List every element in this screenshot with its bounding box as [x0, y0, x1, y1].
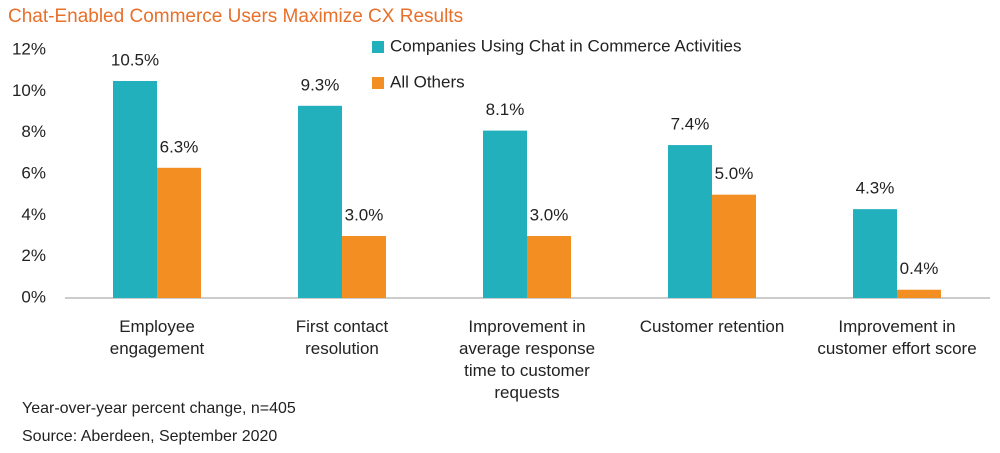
y-tick-label: 0% [21, 287, 46, 306]
x-tick-label: Improvement in customer effort score [817, 317, 977, 358]
chart-title: Chat-Enabled Commerce Users Maximize CX … [8, 6, 464, 27]
legend-swatch [372, 77, 384, 89]
data-label: 7.4% [671, 115, 710, 134]
bar [483, 130, 527, 298]
x-tick-label: First contact resolution [295, 317, 389, 358]
note: Source: Aberdeen, September 2020 [22, 428, 278, 445]
data-label: 4.3% [856, 179, 895, 198]
note: Year-over-year percent change, n=405 [22, 400, 296, 417]
bar [897, 289, 941, 298]
data-label: 3.0% [345, 205, 384, 224]
bar [342, 236, 386, 298]
y-tick-label: 10% [12, 81, 46, 100]
bar [853, 209, 897, 298]
data-label: 6.3% [160, 137, 199, 156]
legend-label: All Others [390, 72, 465, 91]
bar [157, 167, 201, 298]
bar [668, 145, 712, 298]
y-tick-label: 6% [21, 163, 46, 182]
y-tick-label: 4% [21, 205, 46, 224]
data-label: 9.3% [301, 75, 340, 94]
x-tick-label: Improvement in average response time to … [458, 317, 596, 402]
data-label: 10.5% [111, 50, 159, 69]
bar [113, 81, 157, 298]
bar [712, 194, 756, 298]
bar [298, 105, 342, 298]
y-tick-label: 2% [21, 246, 46, 265]
y-tick-label: 12% [12, 39, 46, 58]
y-tick-label: 8% [21, 122, 46, 141]
data-label: 5.0% [715, 164, 754, 183]
data-label: 8.1% [486, 100, 525, 119]
data-label: 3.0% [530, 205, 569, 224]
legend-swatch [372, 41, 384, 53]
data-label: 0.4% [900, 259, 939, 278]
bar [527, 236, 571, 298]
x-tick-label: Customer retention [639, 317, 785, 336]
legend-label: Companies Using Chat in Commerce Activit… [390, 36, 741, 55]
x-tick-label: Employee engagement [109, 317, 205, 358]
